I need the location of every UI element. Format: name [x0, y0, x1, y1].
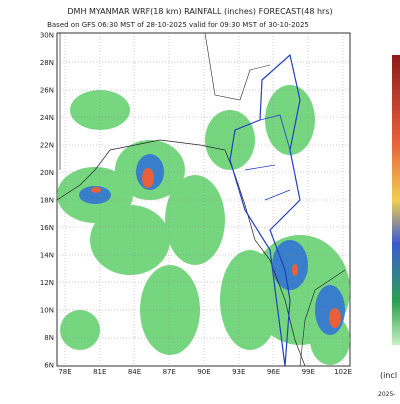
lon-label: 96E	[267, 368, 280, 376]
rainfall-field	[57, 33, 350, 366]
lon-label: 99E	[302, 368, 315, 376]
lat-label: 12N	[40, 279, 54, 287]
lon-label: 90E	[197, 368, 210, 376]
lon-label: 93E	[232, 368, 245, 376]
lat-label: 14N	[40, 252, 54, 260]
lat-label: 16N	[40, 224, 54, 232]
colorbar	[392, 55, 400, 345]
subtitle: Based on GFS 06:30 MST of 28-10-2025 val…	[47, 21, 309, 29]
lon-label: 81E	[93, 368, 106, 376]
lat-label: 8N	[44, 334, 54, 342]
lat-label: 18N	[40, 197, 54, 205]
title: DMH MYANMAR WRF(18 km) RAINFALL (inches)…	[67, 7, 332, 16]
lon-label: 102E	[334, 368, 352, 376]
lat-label: 20N	[40, 169, 54, 177]
colorbar-date: 2025-	[378, 391, 395, 398]
colorbar-unit: (incl	[380, 371, 397, 380]
lon-label: 84E	[128, 368, 141, 376]
lon-label: 78E	[58, 368, 71, 376]
lon-label: 87E	[163, 368, 176, 376]
lat-label: 6N	[44, 362, 54, 370]
lat-label: 26N	[40, 87, 54, 95]
lon-labels: 78E 81E 84E 87E 90E 93E 96E 99E 102E	[58, 368, 352, 376]
lat-labels: 30N 28N 26N 24N 22N 20N 18N 16N 14N 12N 10N 8N 6N	[40, 32, 54, 370]
lat-label: 22N	[40, 142, 54, 150]
lat-label: 24N	[40, 114, 54, 122]
lat-label: 28N	[40, 59, 54, 67]
lat-label: 30N	[40, 32, 54, 40]
lat-label: 10N	[40, 307, 54, 315]
